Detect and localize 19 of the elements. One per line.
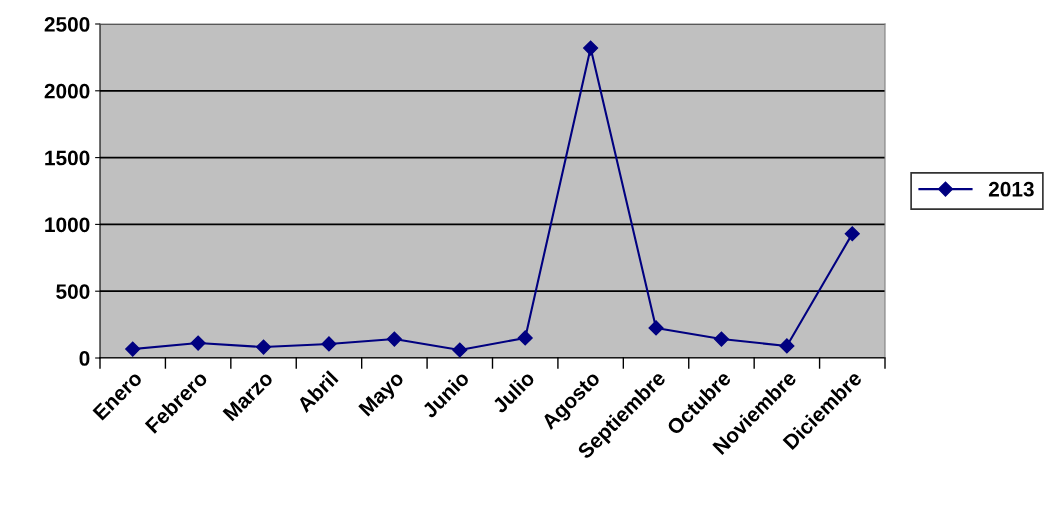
point	[517, 330, 533, 346]
y-tick-label: 1500	[45, 150, 90, 166]
point	[713, 331, 730, 347]
y-tick-label: 1000	[45, 217, 90, 233]
point	[779, 338, 795, 354]
point	[125, 341, 141, 357]
point	[844, 226, 860, 242]
legend-label: 2013	[988, 181, 1034, 197]
y-tick-label: 2500	[44, 17, 90, 32]
y-tick-label: 2000	[44, 83, 90, 99]
point	[648, 320, 664, 336]
y-tick-label: 500	[56, 284, 90, 299]
point	[255, 339, 272, 355]
y-tick-label: 0	[79, 351, 90, 366]
point	[386, 331, 402, 347]
point	[321, 336, 337, 352]
point	[452, 342, 468, 358]
point	[583, 40, 599, 56]
point	[190, 335, 206, 351]
